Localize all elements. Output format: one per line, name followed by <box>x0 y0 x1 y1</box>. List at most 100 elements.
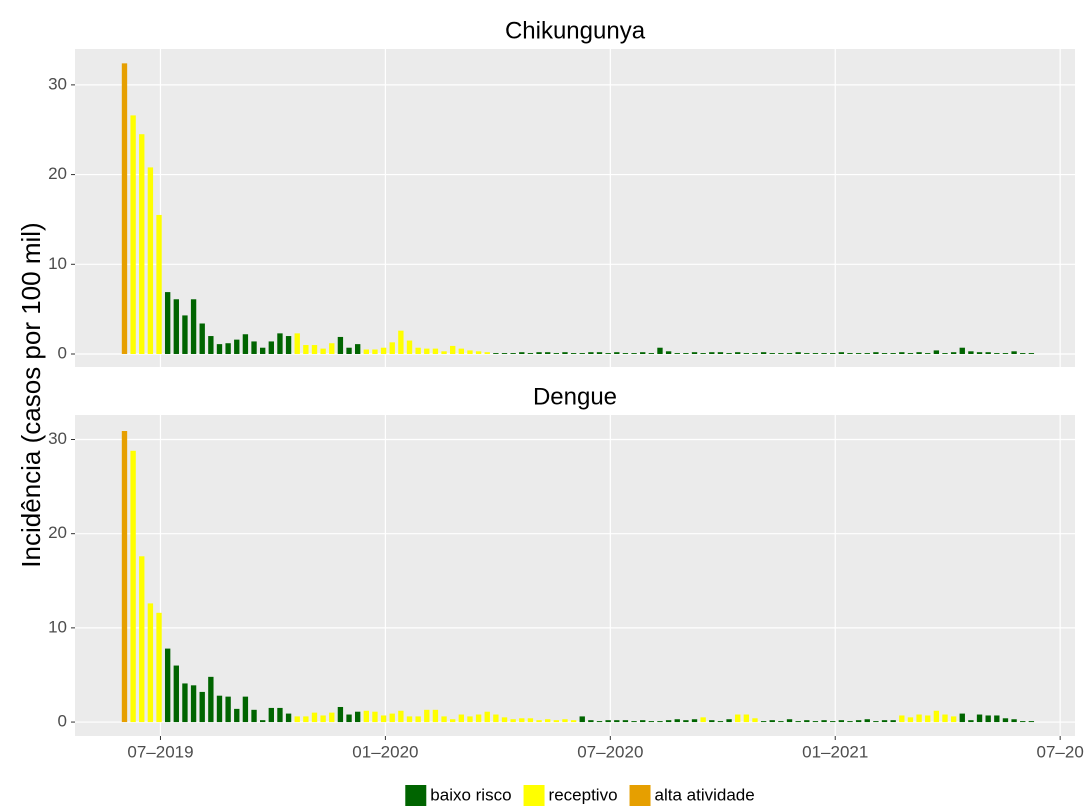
bar <box>139 556 145 723</box>
bar <box>389 713 395 723</box>
bar <box>277 333 283 354</box>
bar <box>268 341 274 354</box>
x-tick-label: 07–2020 <box>577 742 643 761</box>
x-tick-label: 07–2019 <box>127 742 193 761</box>
bar <box>778 353 784 354</box>
bar <box>596 721 603 723</box>
bar <box>648 721 655 723</box>
bar <box>786 353 793 354</box>
bar <box>346 347 352 354</box>
bar <box>173 299 179 354</box>
bar <box>139 134 145 354</box>
bar <box>147 167 154 354</box>
bar <box>380 347 387 354</box>
bar <box>916 714 922 723</box>
bar <box>311 345 318 354</box>
bar <box>234 708 240 723</box>
bar <box>864 353 870 354</box>
bar <box>1020 721 1026 723</box>
legend-label: alta atividade <box>655 785 755 804</box>
bar <box>648 353 655 354</box>
bar <box>769 353 775 354</box>
bar <box>925 715 931 723</box>
bar <box>614 352 620 354</box>
bar <box>847 353 853 354</box>
bar <box>838 720 845 723</box>
bar <box>441 351 447 354</box>
y-axis-label: Incidência (casos por 100 mil) <box>16 222 46 567</box>
bar <box>208 336 214 354</box>
bar <box>890 720 896 723</box>
bar <box>493 714 499 723</box>
bar <box>536 352 542 354</box>
bar <box>916 352 922 354</box>
bar <box>709 720 715 723</box>
bar <box>337 706 344 723</box>
bar <box>726 719 732 723</box>
bar <box>665 720 672 723</box>
bar <box>683 353 689 354</box>
bar <box>588 720 594 723</box>
bar <box>614 720 620 723</box>
bar <box>674 353 680 354</box>
bar <box>156 214 162 354</box>
bar <box>855 353 862 354</box>
bar <box>665 351 672 354</box>
bar <box>1020 353 1026 354</box>
bar <box>251 709 257 723</box>
bar <box>329 343 335 354</box>
bar <box>881 353 888 354</box>
bar <box>985 352 991 354</box>
bar <box>303 716 309 723</box>
bar <box>484 711 490 723</box>
bar <box>622 353 629 354</box>
bar <box>968 351 974 354</box>
bar <box>527 353 534 354</box>
bar <box>674 719 680 723</box>
bar <box>467 716 473 723</box>
bar <box>519 718 525 723</box>
panel-background <box>75 49 1075 367</box>
bar <box>925 353 931 354</box>
bar <box>579 716 585 723</box>
bar <box>899 715 905 723</box>
bar <box>424 709 430 723</box>
bar <box>804 353 810 354</box>
bar <box>501 353 508 354</box>
bar <box>545 719 551 723</box>
legend-swatch <box>523 785 545 806</box>
bar <box>406 716 413 723</box>
bar <box>389 342 395 354</box>
bar <box>415 347 421 354</box>
bar <box>942 353 948 354</box>
bar <box>1028 353 1035 354</box>
bar <box>605 353 611 354</box>
bar <box>640 352 646 354</box>
bar <box>1002 718 1009 723</box>
bar <box>268 707 274 723</box>
bar <box>130 115 136 354</box>
bar <box>743 353 750 354</box>
bar <box>881 720 888 723</box>
bar <box>976 714 983 723</box>
y-tick-label: 0 <box>58 343 67 362</box>
bar <box>164 292 171 354</box>
bar <box>208 676 214 723</box>
bar <box>553 353 560 354</box>
bar <box>570 720 577 723</box>
bar <box>752 353 758 354</box>
bar <box>182 683 188 723</box>
bar <box>743 714 750 723</box>
bar <box>173 665 179 723</box>
bar <box>156 612 162 723</box>
bar <box>259 720 266 723</box>
bar <box>355 344 361 354</box>
bar <box>605 720 611 723</box>
bar <box>372 711 378 723</box>
bar <box>717 352 724 354</box>
x-tick-label: 01–2021 <box>802 742 868 761</box>
y-tick-label: 20 <box>48 523 67 542</box>
panel-title: Chikungunya <box>505 17 646 44</box>
panel-title: Dengue <box>533 383 617 410</box>
